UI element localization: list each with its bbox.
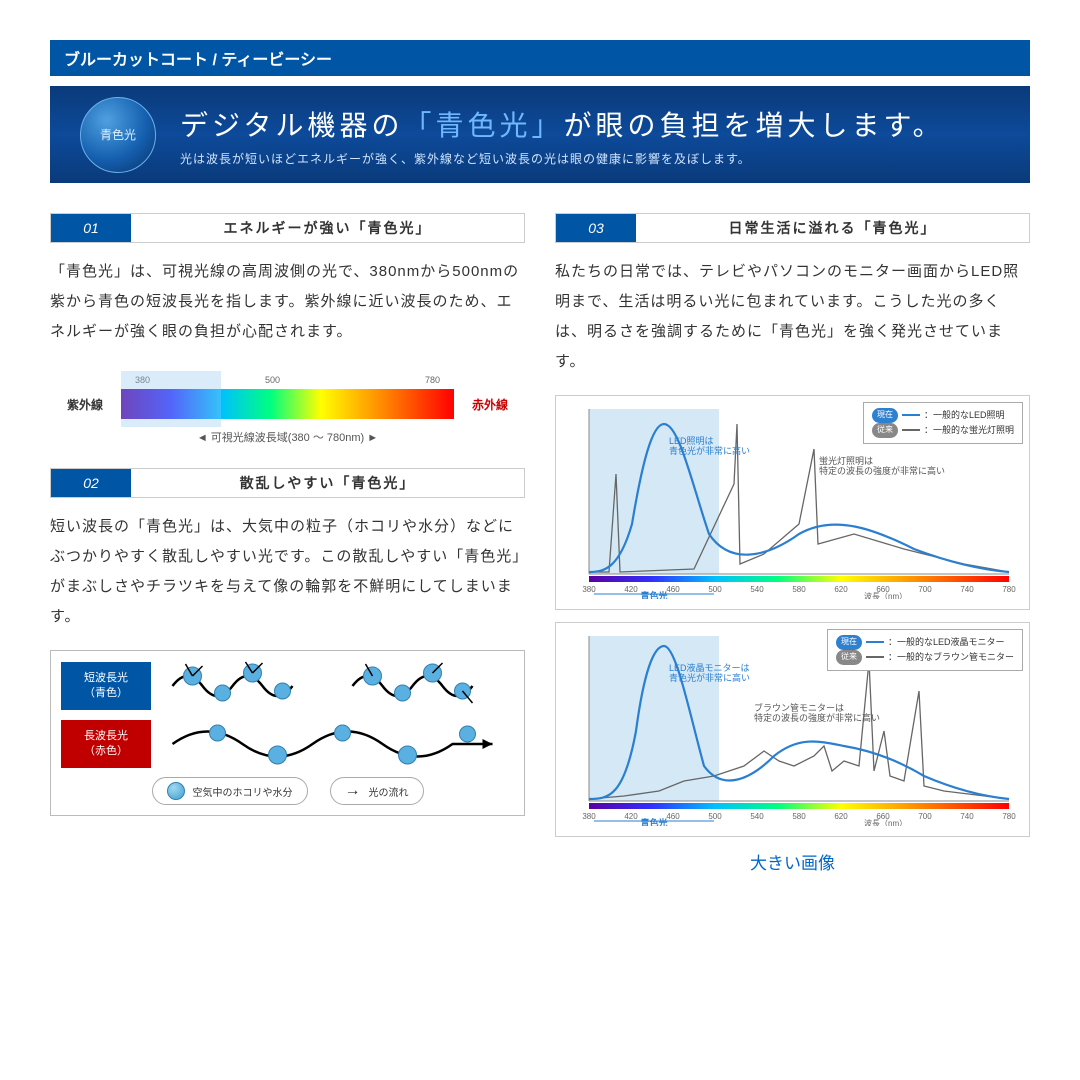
hero-subtitle: 光は波長が短いほどエネルギーが強く、紫外線など短い波長の光は眼の健康に影響を及ぼ… [180, 150, 1020, 167]
hero-title-highlight: 「青色光」 [403, 111, 563, 142]
uv-label: 紫外線 [55, 396, 115, 413]
section-02-header: 02 散乱しやすい「青色光」 [50, 468, 525, 498]
chart-monitor: 現在：一般的なLED液晶モニター 従来：一般的なブラウン管モニター LED液晶モ… [555, 622, 1030, 837]
short-wave-label: 短波長光 （青色） [61, 662, 151, 710]
section-title: エネルギーが強い「青色光」 [131, 218, 524, 238]
hero-circle-badge: 青色光 [80, 97, 156, 173]
scatter-diagram: 短波長光 （青色） 長波長光 （赤色） [50, 650, 525, 816]
left-column: 01 エネルギーが強い「青色光」 「青色光」は、可視光線の高周波側の光で、380… [50, 213, 525, 874]
right-column: 03 日常生活に溢れる「青色光」 私たちの日常では、テレビやパソコンのモニター画… [555, 213, 1030, 874]
svg-text:380: 380 [582, 812, 596, 821]
badge-now: 現在 [872, 408, 898, 423]
svg-text:500: 500 [708, 585, 722, 594]
svg-text:700: 700 [918, 585, 932, 594]
arrow-icon: → [345, 782, 361, 800]
hero-title: デジタル機器の「青色光」が眼の負担を増大します。 [180, 104, 1020, 144]
scatter-legend: 空気中のホコリや水分 →光の流れ [61, 777, 514, 805]
svg-text:420: 420 [624, 585, 638, 594]
tick: 780 [425, 375, 440, 385]
svg-text:460: 460 [666, 585, 680, 594]
ir-label: 赤外線 [460, 396, 520, 413]
chart2-legend: 現在：一般的なLED液晶モニター 従来：一般的なブラウン管モニター [827, 629, 1023, 671]
section-03-body: 私たちの日常では、テレビやパソコンのモニター画面からLED照明まで、生活は明るい… [555, 257, 1030, 377]
annot: 蛍光灯照明は特定の波長の強度が非常に高い [819, 455, 945, 476]
section-01-header: 01 エネルギーが強い「青色光」 [50, 213, 525, 243]
top-bar: ブルーカットコート / ティービーシー [50, 40, 1030, 76]
long-wave-vis [161, 719, 514, 769]
spectrum-bar [121, 389, 454, 419]
svg-text:380: 380 [582, 585, 596, 594]
svg-text:620: 620 [834, 812, 848, 821]
badge-now: 現在 [836, 635, 862, 650]
svg-text:LED液晶モニターは青色光が非常に高い: LED液晶モニターは青色光が非常に高い [669, 662, 750, 683]
svg-text:780: 780 [1002, 585, 1016, 594]
legend-flow: →光の流れ [330, 777, 424, 805]
badge-old: 従来 [872, 423, 898, 438]
spectrum-range-label: ◄ 可視光線波長域(380 ～ 780nm) ► [55, 429, 520, 445]
svg-text:620: 620 [834, 585, 848, 594]
line-swatch [902, 414, 920, 416]
legend-particle: 空気中のホコリや水分 [152, 777, 308, 805]
svg-text:波長（nm）: 波長（nm） [864, 818, 907, 826]
badge-old: 従来 [836, 650, 862, 665]
chart-lighting: 現在：一般的なLED照明 従来：一般的な蛍光灯照明 LED照明は青色光が非常に高… [555, 395, 1030, 610]
particle-icon [167, 782, 185, 800]
hero-banner: 青色光 デジタル機器の「青色光」が眼の負担を増大します。 光は波長が短いほどエネ… [50, 86, 1030, 183]
hero-title-pre: デジタル機器の [180, 111, 403, 142]
long-wave-label: 長波長光 （赤色） [61, 720, 151, 768]
svg-text:740: 740 [960, 812, 974, 821]
section-num: 02 [51, 469, 131, 497]
hero-title-post: が眼の負担を増大します。 [563, 111, 944, 142]
svg-text:ブラウン管モニターは特定の波長の強度が非常に高い: ブラウン管モニターは特定の波長の強度が非常に高い [754, 702, 880, 723]
section-03-header: 03 日常生活に溢れる「青色光」 [555, 213, 1030, 243]
line-swatch [866, 641, 884, 643]
section-01-body: 「青色光」は、可視光線の高周波側の光で、380nmから500nmの紫から青色の短… [50, 257, 525, 347]
section-title: 散乱しやすい「青色光」 [131, 473, 524, 493]
section-num: 01 [51, 214, 131, 242]
svg-text:波長（nm）: 波長（nm） [864, 591, 907, 599]
section-num: 03 [556, 214, 636, 242]
large-image-link[interactable]: 大きい画像 [555, 849, 1030, 874]
chart1-legend: 現在：一般的なLED照明 従来：一般的な蛍光灯照明 [863, 402, 1023, 444]
spectrum-diagram: 380 500 780 紫外線 赤外線 ◄ 可視光線波長域(380 ～ 780n… [50, 365, 525, 450]
svg-text:700: 700 [918, 812, 932, 821]
blue-highlight [121, 371, 221, 427]
svg-text:540: 540 [750, 585, 764, 594]
section-02-body: 短い波長の「青色光」は、大気中の粒子（ホコリや水分）などにぶつかりやすく散乱しや… [50, 512, 525, 632]
svg-text:460: 460 [666, 812, 680, 821]
svg-text:420: 420 [624, 812, 638, 821]
section-title: 日常生活に溢れる「青色光」 [636, 218, 1029, 238]
line-swatch [902, 429, 920, 431]
svg-text:500: 500 [708, 812, 722, 821]
svg-text:580: 580 [792, 812, 806, 821]
tick: 500 [265, 375, 280, 385]
svg-text:580: 580 [792, 585, 806, 594]
svg-text:780: 780 [1002, 812, 1016, 821]
line-swatch [866, 656, 884, 658]
svg-text:540: 540 [750, 812, 764, 821]
svg-text:740: 740 [960, 585, 974, 594]
short-wave-vis [161, 661, 514, 711]
